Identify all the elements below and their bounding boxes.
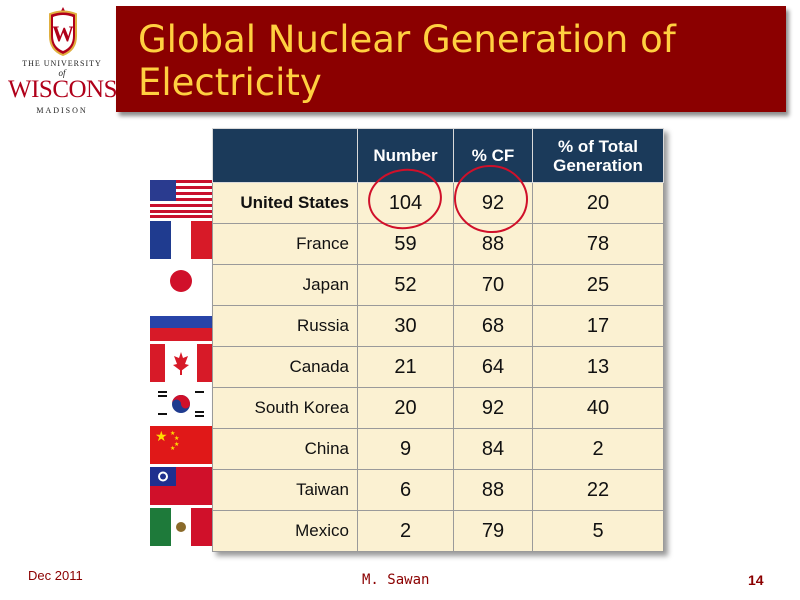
taiwan-flag-icon [150,467,212,505]
country-name: Russia [212,305,358,347]
svg-text:★: ★ [174,435,179,442]
total-generation-share: 22 [532,469,664,511]
logo-line-madison: MADISON [36,106,88,115]
title-banner: Global Nuclear Generation of Electricity [116,6,786,112]
crest-icon: W [49,7,77,56]
total-generation-share: 2 [532,428,664,470]
table-header-row: Number % CF % of Total Generation [212,128,664,183]
total-generation-share: 17 [532,305,664,347]
capacity-factor: 92 [453,387,533,429]
header-country [212,128,358,183]
table-row: Taiwan 6 88 22 [212,469,664,511]
capacity-factor: 88 [453,223,533,265]
svg-text:★: ★ [170,445,175,452]
reactor-number: 20 [357,387,454,429]
slide-title: Global Nuclear Generation of Electricity [138,18,676,104]
reactor-number: 104 [357,182,454,224]
table-row: Canada 21 64 13 [212,346,664,388]
country-name: United States [212,182,358,224]
table-row: United States 104 92 20 [212,182,664,224]
france-flag-icon [150,221,212,259]
page-number: 14 [748,572,764,588]
country-name: Taiwan [212,469,358,511]
total-generation-share: 40 [532,387,664,429]
total-generation-share: 25 [532,264,664,306]
university-logo: W THE UNIVERSITY of WISCONSIN MADISON [8,6,143,118]
capacity-factor: 79 [453,510,533,552]
logo-line-university: THE UNIVERSITY [22,59,102,68]
svg-text:W: W [52,21,74,46]
reactor-number: 30 [357,305,454,347]
logo-line-of: of [58,68,66,78]
country-name: Japan [212,264,358,306]
svg-text:★: ★ [155,429,168,445]
mexico-flag-icon [150,508,212,546]
total-generation-share: 78 [532,223,664,265]
header-total-generation: % of Total Generation [532,128,664,183]
header-cf: % CF [453,128,533,183]
nuclear-generation-table: Number % CF % of Total Generation United… [212,128,664,552]
country-name: France [212,223,358,265]
total-generation-share: 5 [532,510,664,552]
japan-flag-icon [150,262,212,300]
capacity-factor: 88 [453,469,533,511]
total-generation-share: 20 [532,182,664,224]
table-row: Russia 30 68 17 [212,305,664,347]
capacity-factor: 70 [453,264,533,306]
country-name: Canada [212,346,358,388]
reactor-number: 21 [357,346,454,388]
us-flag-icon [150,180,212,218]
capacity-factor: 64 [453,346,533,388]
table-row: Mexico 2 79 5 [212,510,664,552]
header-number: Number [357,128,454,183]
reactor-number: 2 [357,510,454,552]
country-name: South Korea [212,387,358,429]
reactor-number: 6 [357,469,454,511]
capacity-factor: 92 [453,182,533,224]
table-row: South Korea 20 92 40 [212,387,664,429]
footer-author: M. Sawan [362,572,430,588]
canada-flag-icon [150,344,212,382]
reactor-number: 9 [357,428,454,470]
table-row: France 59 88 78 [212,223,664,265]
country-name: Mexico [212,510,358,552]
table-row: China 9 84 2 [212,428,664,470]
capacity-factor: 68 [453,305,533,347]
reactor-number: 52 [357,264,454,306]
footer-date: Dec 2011 [28,568,83,583]
svg-text:★: ★ [174,441,179,448]
south-korea-flag-icon [150,385,212,423]
svg-text:★: ★ [170,430,175,437]
capacity-factor: 84 [453,428,533,470]
country-name: China [212,428,358,470]
flags-column: ★ ★ ★ ★ ★ [146,176,212,554]
logo-line-wisconsin: WISCONSIN [8,76,143,103]
reactor-number: 59 [357,223,454,265]
china-flag-icon: ★ ★ ★ ★ ★ [150,426,212,464]
total-generation-share: 13 [532,346,664,388]
table-row: Japan 52 70 25 [212,264,664,306]
russia-flag-icon [150,303,212,341]
